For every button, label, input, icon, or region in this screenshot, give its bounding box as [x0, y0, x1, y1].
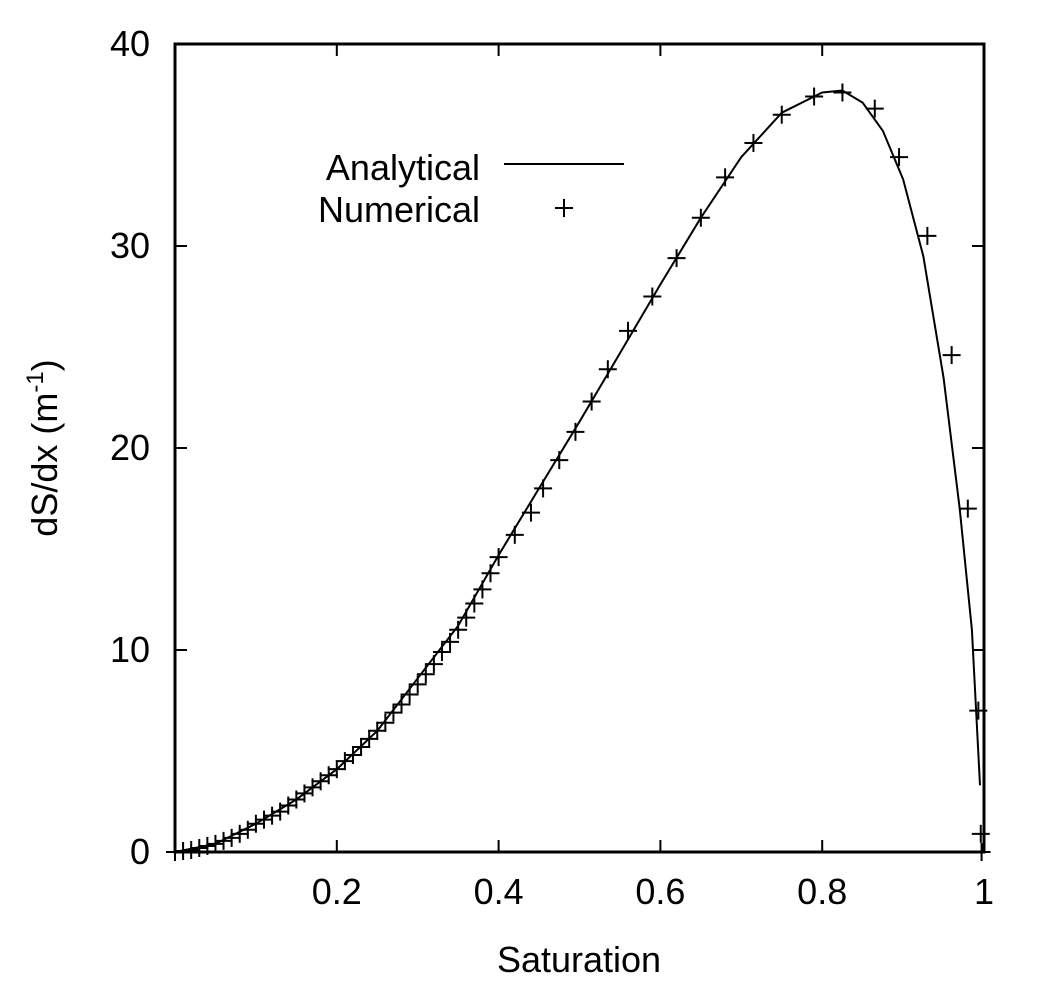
data-point-numerical: [254, 810, 273, 829]
y-tick-label: 20: [110, 427, 150, 468]
data-point-numerical: [465, 594, 484, 613]
data-point-numerical: [958, 499, 977, 518]
data-point-numerical: [352, 737, 371, 756]
data-point-numerical: [643, 287, 662, 306]
y-axis-label-superscript: -1: [22, 371, 49, 392]
data-point-numerical: [865, 99, 884, 118]
data-point-numerical: [190, 838, 209, 857]
data-point-numerical: [457, 608, 476, 627]
data-point-numerical: [327, 760, 346, 779]
data-point-numerical: [449, 620, 468, 639]
data-point-numerical: [890, 148, 909, 167]
series-line-analytical: [174, 89, 981, 853]
data-point-numerical: [833, 83, 852, 102]
y-tick-label: 0: [130, 831, 150, 872]
data-point-numerical: [214, 831, 233, 850]
data-point-numerical: [521, 503, 540, 522]
data-point-numerical: [534, 479, 553, 498]
y-tick-label: 30: [110, 225, 150, 266]
legend-label-numerical: Numerical: [318, 189, 480, 230]
data-point-numerical: [376, 713, 395, 732]
data-point-numerical: [384, 703, 403, 722]
data-point-numerical: [432, 643, 451, 662]
legend-label-analytical: Analytical: [326, 147, 480, 188]
x-tick-label: 0.8: [797, 871, 847, 912]
data-point-numerical: [971, 824, 990, 843]
data-point-numerical: [368, 721, 387, 740]
data-point-numerical: [566, 422, 585, 441]
x-tick-label: 1: [974, 871, 994, 912]
data-point-numerical: [619, 321, 638, 340]
data-point-numerical: [392, 695, 411, 714]
data-point-numerical: [206, 834, 225, 853]
data-point-numerical: [408, 675, 427, 694]
data-point-numerical: [441, 632, 460, 651]
data-point-numerical: [400, 685, 419, 704]
data-point-numerical: [246, 814, 265, 833]
data-point-numerical: [691, 208, 710, 227]
data-point-numerical: [230, 824, 249, 843]
data-point-numerical: [489, 548, 508, 567]
x-tick-label: 0.4: [474, 871, 524, 912]
data-point-numerical: [416, 665, 435, 684]
y-tick-label: 10: [110, 629, 150, 670]
data-point-numerical: [343, 746, 362, 765]
data-point-numerical: [481, 564, 500, 583]
data-point-numerical: [744, 133, 763, 152]
legend-swatch-numerical: [555, 199, 573, 217]
y-tick-label: 40: [110, 23, 150, 64]
x-tick-label: 0.2: [312, 871, 362, 912]
data-point-numerical: [598, 360, 617, 379]
data-point-numerical: [263, 806, 282, 825]
data-point-numerical: [918, 226, 937, 245]
data-point-numerical: [424, 655, 443, 674]
data-point-numerical: [505, 525, 524, 544]
data-point-numerical: [805, 87, 824, 106]
plot-marks: [166, 83, 991, 861]
y-axis-label-main: dS/dx (m: [24, 393, 65, 537]
y-axis-label: dS/dx (m-1): [22, 359, 65, 536]
data-point-numerical: [473, 580, 492, 599]
data-point-numerical: [582, 392, 601, 411]
y-axis-label-close: ): [24, 359, 65, 371]
data-point-numerical: [772, 105, 791, 124]
data-point-numerical: [716, 168, 735, 187]
data-point-numerical: [942, 346, 961, 365]
x-axis-label: Saturation: [497, 939, 661, 980]
legend: Analytical Numerical: [318, 147, 624, 230]
data-point-numerical: [667, 249, 686, 268]
data-point-numerical: [360, 729, 379, 748]
data-point-numerical: [550, 451, 569, 470]
x-tick-label: 0.6: [635, 871, 685, 912]
data-point-numerical: [182, 840, 201, 859]
data-point-numerical: [222, 828, 241, 847]
